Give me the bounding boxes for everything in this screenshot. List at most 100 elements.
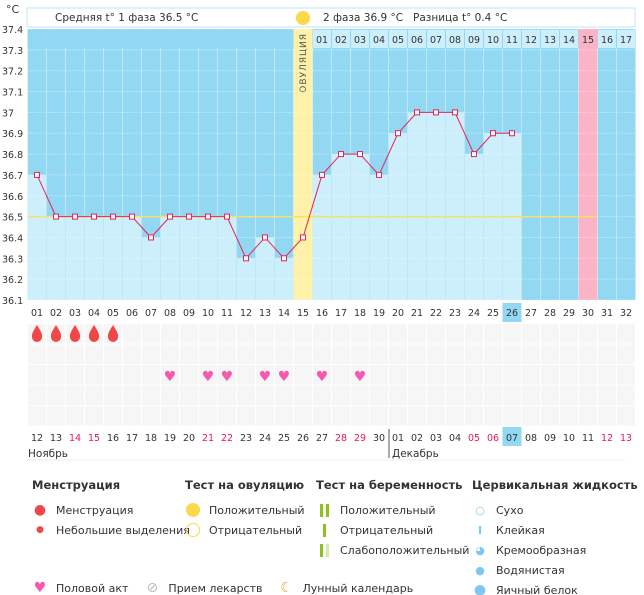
cycle-day-label: 23: [449, 308, 461, 319]
intercourse-heart-icon: ♥: [354, 369, 367, 385]
symptom-cell: [446, 344, 464, 364]
symptom-cell: [484, 406, 502, 426]
post-ovulation-day: 05: [392, 35, 404, 46]
post-ovulation-cell: [503, 30, 521, 48]
symptom-cell: [332, 344, 350, 364]
calendar-date: 04: [449, 433, 461, 444]
symptom-cell: [617, 365, 635, 385]
symptom-cell: [180, 385, 198, 405]
calendar-date: 06: [487, 433, 499, 444]
symptom-cell: [370, 344, 388, 364]
symptom-cell: [389, 324, 407, 344]
legend-label: Водянистая: [496, 563, 565, 577]
creamy-icon: ◕: [475, 543, 485, 557]
post-ovulation-cell: [522, 30, 540, 48]
symptom-cell: [313, 406, 331, 426]
cycle-day-label: 31: [601, 308, 613, 319]
symptom-cell: [28, 365, 46, 385]
symptom-cell: [275, 344, 293, 364]
symptom-cell: [256, 406, 274, 426]
symptom-cell: [104, 365, 122, 385]
cycle-day-label: 09: [183, 308, 195, 319]
positive-circle-icon: [186, 503, 200, 517]
pill-icon: ⊘: [146, 580, 159, 595]
symptom-cell: [199, 344, 217, 364]
legend-label: Кремообразная: [496, 543, 587, 557]
symptom-cell: [427, 344, 445, 364]
symptom-cell: [66, 344, 84, 364]
post-ovulation-day: 13: [544, 35, 556, 46]
symptom-cell: [332, 324, 350, 344]
symptom-cell: [66, 385, 84, 405]
symptom-cell: [104, 406, 122, 426]
symptom-cell: [237, 406, 255, 426]
temperature-point: [414, 109, 420, 116]
post-ovulation-day: 16: [601, 35, 613, 46]
post-ovulation-cell: [313, 30, 331, 48]
legend-label: Сухо: [496, 503, 524, 517]
cycle-day-label: 19: [373, 308, 385, 319]
symptom-cell: [85, 344, 103, 364]
month-label: Ноябрь: [28, 448, 68, 460]
cycle-day-label: 18: [354, 308, 366, 319]
temperature-bar: [161, 216, 179, 300]
calendar-date: 25: [278, 433, 290, 444]
symptom-cell: [123, 365, 141, 385]
symptom-cell: [408, 365, 426, 385]
legend-label: Положительный: [340, 503, 436, 517]
symptom-cell: [66, 365, 84, 385]
temperature-point: [471, 151, 477, 158]
post-ovulation-cell: [560, 30, 578, 48]
symptom-cell: [427, 385, 445, 405]
symptom-cell: [275, 406, 293, 426]
symptom-cell: [199, 365, 217, 385]
temperature-point: [376, 171, 382, 178]
symptom-cell: [199, 385, 217, 405]
symptom-cell: [161, 365, 179, 385]
post-ovulation-day: 08: [449, 35, 461, 46]
calendar-date: 01: [392, 433, 404, 444]
calendar-date: 08: [525, 433, 537, 444]
symptom-cell: [275, 385, 293, 405]
temperature-point: [34, 171, 40, 178]
calendar-date: 03: [430, 433, 442, 444]
cycle-day-label: 28: [544, 308, 556, 319]
symptom-cell: [123, 406, 141, 426]
y-tick-label: 37.3: [2, 46, 23, 57]
temperature-point: [205, 213, 211, 220]
legend-title: Цервикальная жидкость: [472, 478, 638, 492]
y-tick-label: 37: [2, 108, 14, 119]
post-ovulation-cell: [408, 30, 426, 48]
symptom-cell: [579, 406, 597, 426]
symptom-cell: [218, 324, 236, 344]
symptom-cell: [560, 324, 578, 344]
symptom-cell: [47, 344, 65, 364]
legend-bottom: ♥ Половой акт ⊘ Прием лекарств ☾ Лунный кал…: [32, 578, 413, 595]
symptom-cell: [85, 365, 103, 385]
post-ovulation-day: 11: [506, 35, 518, 46]
cycle-day-label: 24: [468, 308, 480, 319]
cycle-day-label: 10: [202, 308, 214, 319]
cycle-day-label: 30: [582, 308, 594, 319]
symptom-cell: [256, 385, 274, 405]
symptom-cell: [275, 365, 293, 385]
calendar-date: 13: [50, 433, 62, 444]
faint-line-icon: [316, 543, 332, 557]
symptom-cell: [161, 324, 179, 344]
post-ovulation-day: 10: [487, 35, 499, 46]
post-ovulation-cell: [370, 30, 388, 48]
y-tick-label: 37.2: [2, 67, 23, 78]
symptom-cell: [218, 344, 236, 364]
menstruation-drop-icon: [50, 325, 62, 342]
unit-label: °C: [6, 3, 20, 16]
post-ovulation-day: 15: [582, 35, 594, 46]
symptom-cell: [332, 406, 350, 426]
post-ovulation-day: 06: [411, 35, 423, 46]
symptom-cell: [560, 406, 578, 426]
watery-icon: ●: [475, 563, 485, 577]
symptom-cell: [294, 385, 312, 405]
calendar-date: 21: [202, 433, 214, 444]
temperature-difference: Разница t° 0.4 °C: [413, 12, 507, 24]
symptom-cell: [541, 365, 559, 385]
symptom-cell: [237, 385, 255, 405]
